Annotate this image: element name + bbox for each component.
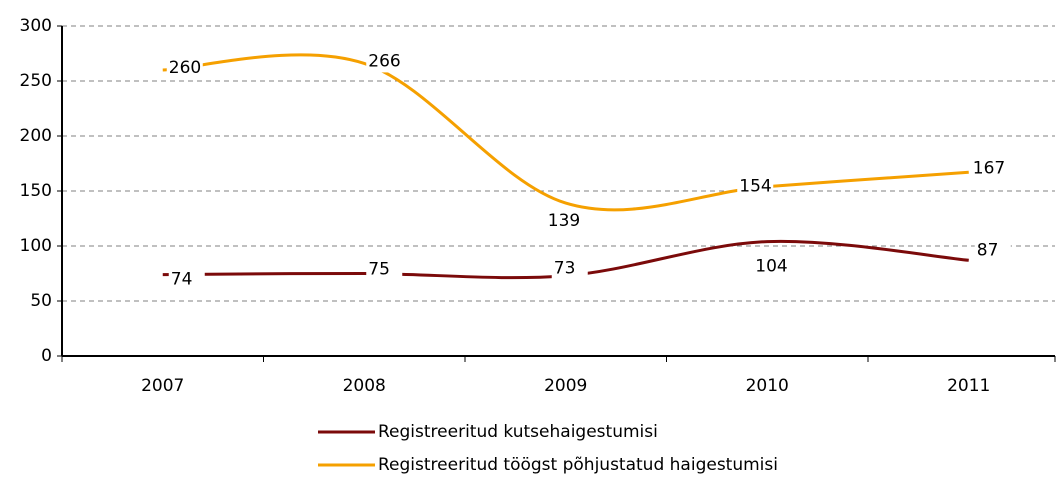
data-label: 87 — [977, 240, 999, 260]
data-label: 73 — [554, 259, 576, 279]
data-label: 167 — [973, 158, 1005, 178]
y-tick-label: 100 — [20, 236, 52, 256]
label-bg — [366, 258, 403, 281]
y-tick-label: 150 — [20, 181, 52, 201]
y-tick-label: 250 — [20, 71, 52, 91]
x-tick-label: 2011 — [947, 376, 990, 396]
label-bg — [166, 57, 203, 79]
x-tick-label: 2009 — [544, 376, 587, 396]
y-tick-label: 200 — [20, 126, 52, 146]
y-tick-label: 0 — [41, 346, 52, 366]
data-label: 104 — [755, 257, 787, 277]
y-tick-label: 300 — [20, 16, 52, 36]
label-bg — [545, 210, 582, 233]
data-label: 260 — [169, 58, 201, 78]
data-label: 154 — [739, 177, 771, 197]
label-bg — [737, 175, 774, 198]
label-bg — [753, 255, 790, 278]
label-bg — [551, 257, 588, 280]
label-bg — [970, 157, 1007, 180]
x-tick-label: 2007 — [141, 376, 184, 396]
data-label: 139 — [548, 211, 580, 231]
line — [162, 53, 969, 212]
label-bg — [168, 268, 205, 291]
label-bg — [974, 239, 1011, 262]
data-label: 266 — [368, 51, 400, 71]
x-tick-label: 2010 — [746, 376, 789, 396]
data-label: 75 — [368, 260, 390, 280]
data-label: 74 — [171, 270, 193, 290]
legend-label: Registreeritud töögst põhjustatud haiges… — [378, 455, 778, 475]
y-tick-label: 50 — [30, 291, 52, 311]
label-bg — [366, 50, 403, 73]
x-tick-label: 2008 — [343, 376, 386, 396]
legend-label: Registreeritud kutsehaigestumisi — [378, 422, 658, 442]
